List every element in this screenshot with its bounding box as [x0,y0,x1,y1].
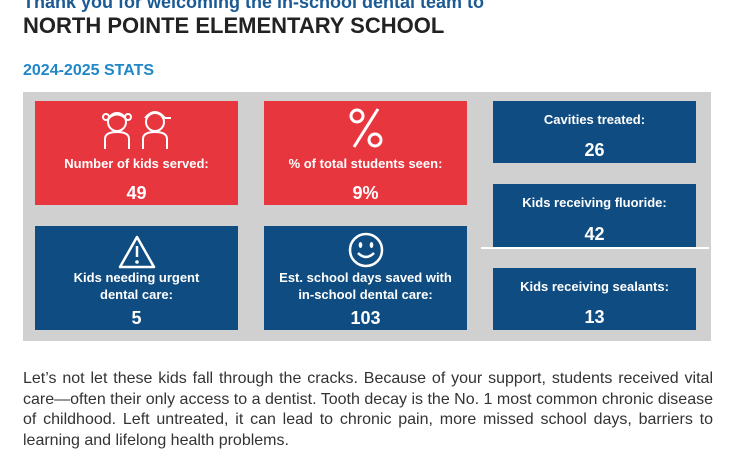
urgent-care-value: 5 [131,308,142,328]
body-paragraph: Let’s not let these kids fall through th… [23,370,713,449]
fluoride-label: Kids receiving fluoride: [522,195,667,210]
kids-served-label: Number of kids served: [64,156,209,171]
warning-icon [118,235,155,269]
cavities-card: Cavities treated: 26 [493,101,696,163]
fluoride-card: Kids receiving fluoride: 42 [493,184,696,247]
sealants-label: Kids receiving sealants: [520,279,669,294]
percent-seen-label: % of total students seen: [288,156,443,171]
percent-seen-value: 9% [352,183,379,203]
kids-served-value: 49 [126,183,147,203]
divider [481,247,709,249]
cavities-value: 26 [584,140,605,160]
urgent-care-label-1: Kids needing urgent [73,270,200,285]
urgent-care-label-2: dental care: [100,287,173,302]
sealants-card: Kids receiving sealants: 13 [493,268,696,330]
percent-seen-card: % of total students seen: 9% [264,101,467,205]
fluoride-value: 42 [584,224,605,244]
days-saved-card: Est. school days saved with in-school de… [264,226,467,330]
days-saved-label-1: Est. school days saved with [279,270,452,285]
sealants-value: 13 [584,307,605,327]
cavities-label: Cavities treated: [543,112,646,127]
smiley-icon [348,232,383,268]
kids-served-card: Number of kids served: 49 [35,101,238,205]
percent-icon [349,108,382,148]
days-saved-value: 103 [350,308,381,328]
thanks-line: Thank you for welcoming the in-school de… [23,0,485,12]
urgent-care-card: Kids needing urgent dental care: 5 [35,226,238,330]
days-saved-label-2: in-school dental care: [298,287,433,302]
kids-icon [101,111,171,149]
stats-title: 2024-2025 STATS [23,62,155,79]
school-name: NORTH POINTE ELEMENTARY SCHOOL [23,13,445,38]
